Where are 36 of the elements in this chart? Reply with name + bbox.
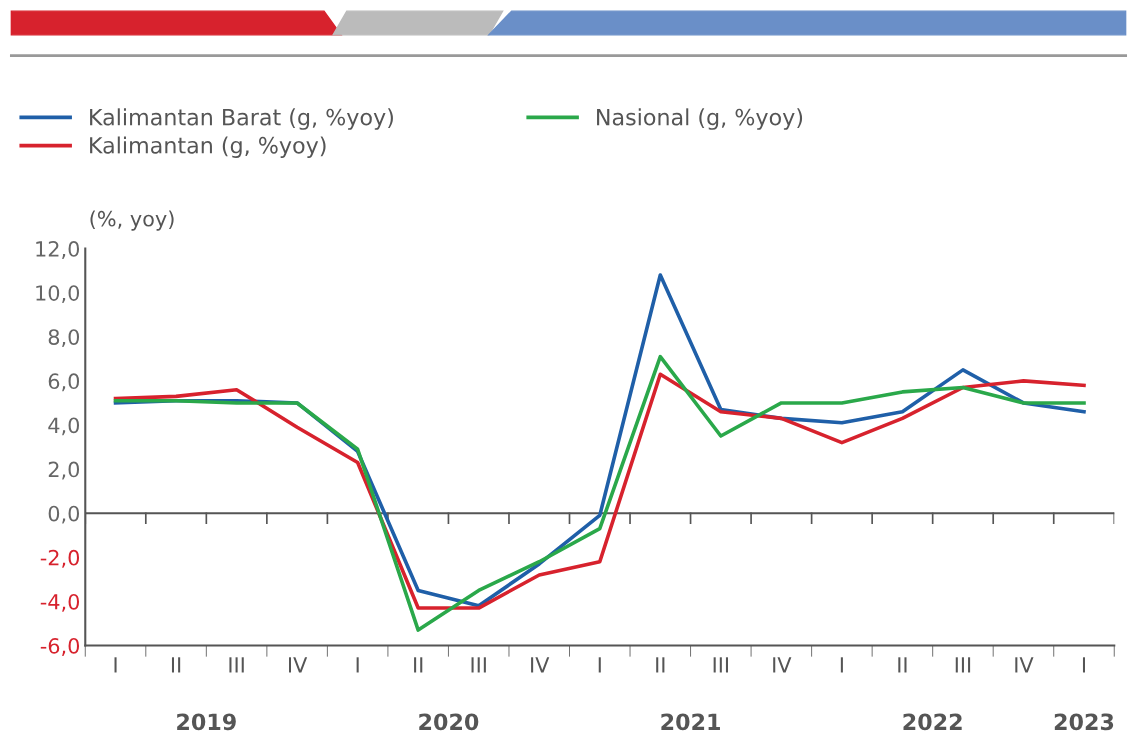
y-tick-label: -2,0 <box>40 549 80 568</box>
x-tick-label: III <box>471 657 486 673</box>
x-tick-label: I <box>114 657 117 673</box>
x-tick-label: IV <box>1015 657 1034 673</box>
text: 2020 <box>419 713 479 731</box>
x-tick-label: II <box>171 657 181 673</box>
legend-label: Kalimantan Barat (g, %yoy) <box>90 108 393 130</box>
x-tick-label: II <box>656 657 665 673</box>
x-tick-label: I <box>840 657 843 673</box>
y-tick-label: 0,0 <box>48 505 80 524</box>
x-tick-label: II <box>898 657 907 673</box>
x-tick-label: I <box>356 657 359 673</box>
x-tick-label: II <box>414 657 423 673</box>
x-tick-label: I <box>1082 657 1086 673</box>
text: 2019 <box>177 713 236 731</box>
y-tick-label: -6,0 <box>40 637 80 656</box>
legend-label: Nasional (g, %yoy) <box>597 108 803 130</box>
y-tick-label: 8,0 <box>48 329 80 348</box>
y-tick-label: 10,0 <box>36 285 80 304</box>
x-tick-label: III <box>229 657 244 673</box>
x-tick-label: IV <box>773 657 792 673</box>
y-tick-label: 4,0 <box>48 417 80 436</box>
text: 2023 <box>1054 713 1114 731</box>
x-tick-label: IV <box>531 657 550 673</box>
x-tick-label: III <box>955 657 971 673</box>
text: 2022 <box>903 713 962 731</box>
y-tick-label: 12,0 <box>36 241 80 259</box>
y-axis-title: (%, yoy) <box>90 210 174 231</box>
legend-label: Kalimantan (g, %yoy) <box>90 136 326 158</box>
y-tick-label: 6,0 <box>48 373 80 392</box>
x-tick-label: I <box>598 657 601 673</box>
y-tick-label: 2,0 <box>48 461 80 480</box>
text: 2021 <box>661 713 720 731</box>
y-tick-label: -4,0 <box>40 593 80 612</box>
x-tick-label: III <box>713 657 728 673</box>
x-tick-label: IV <box>288 657 308 673</box>
